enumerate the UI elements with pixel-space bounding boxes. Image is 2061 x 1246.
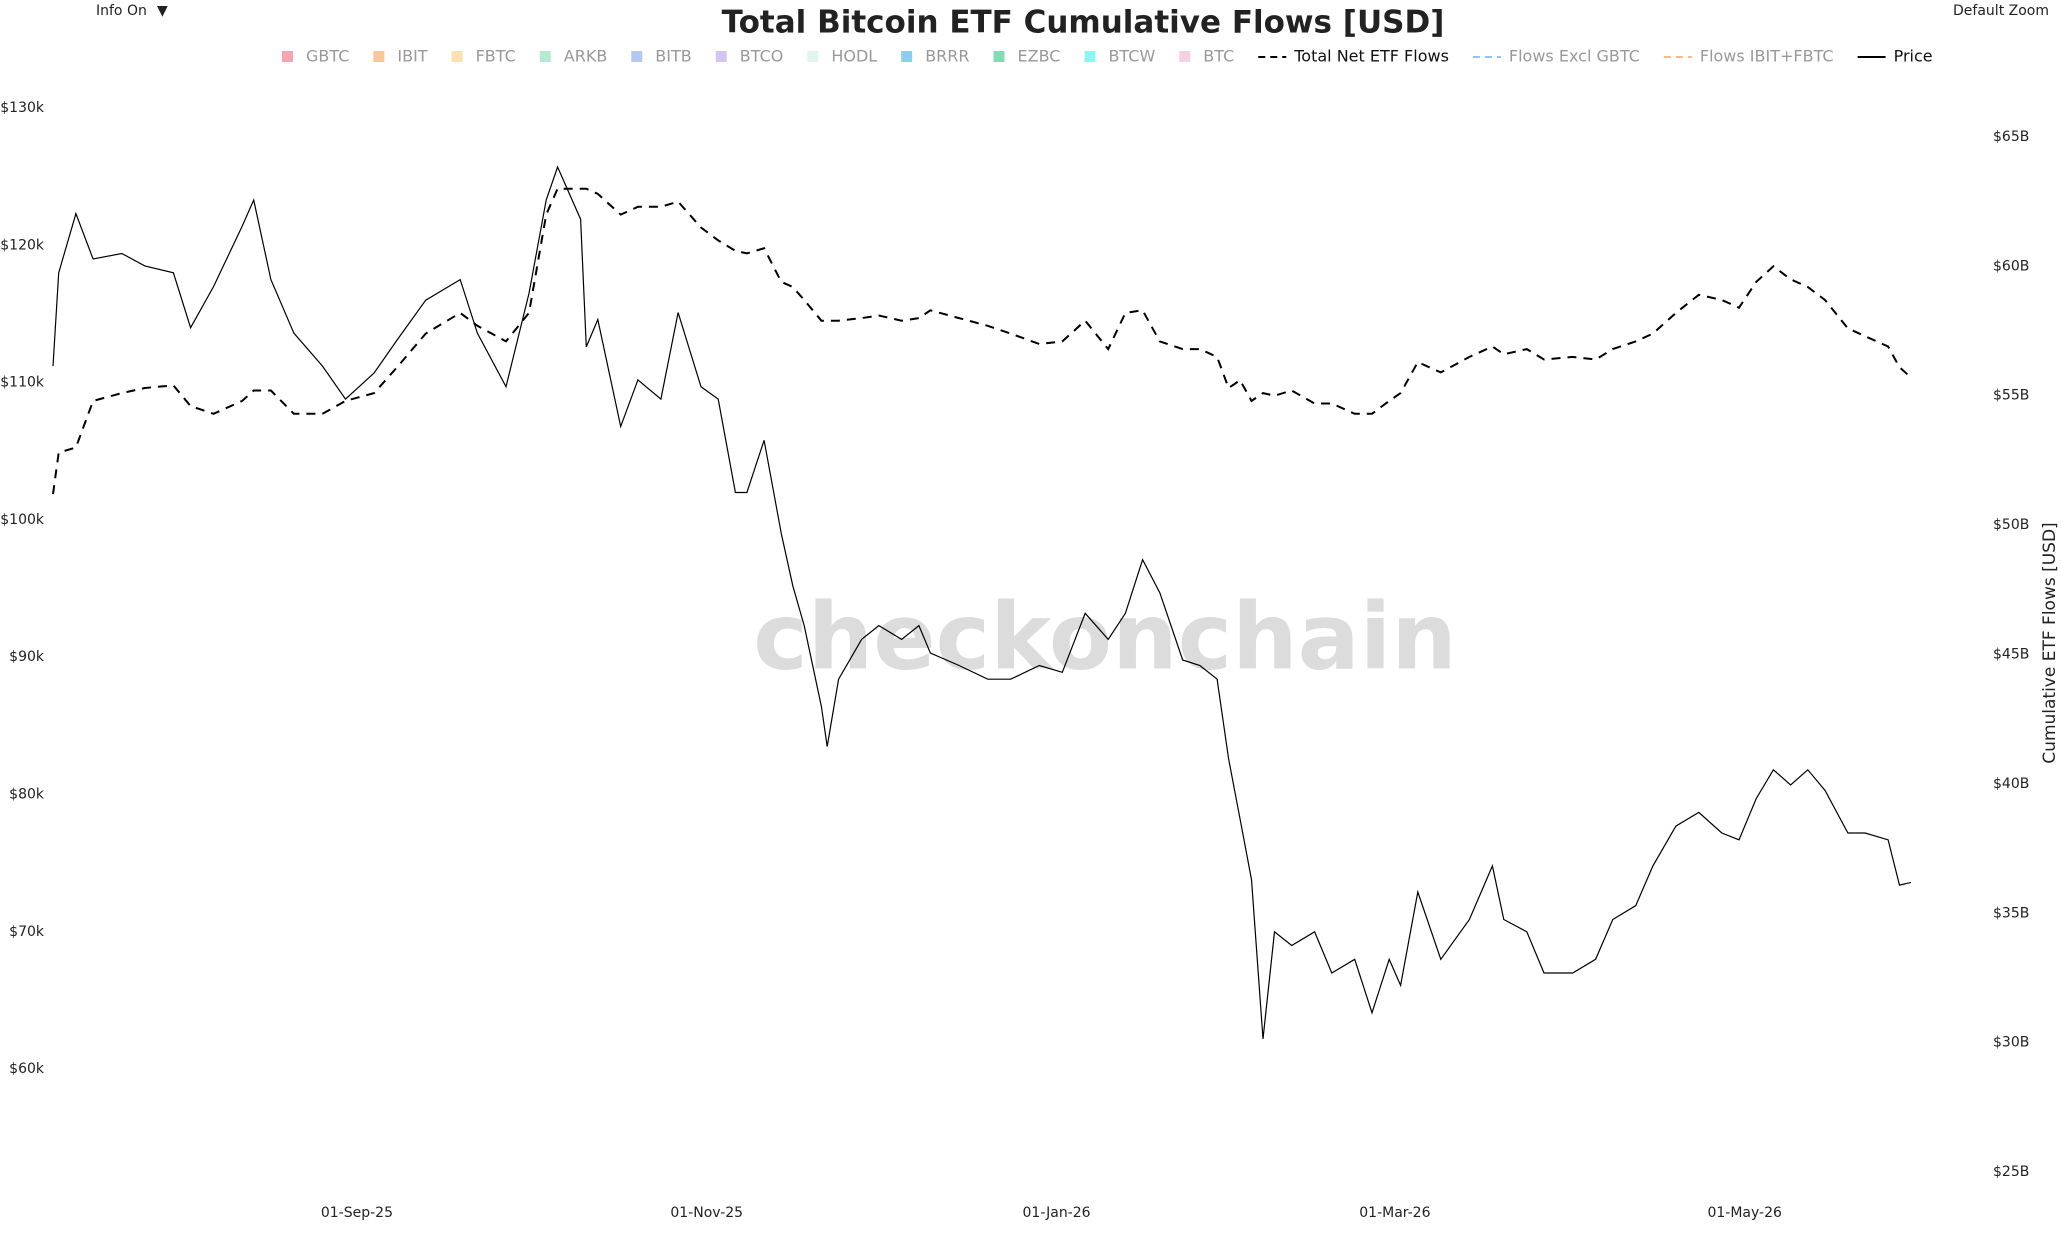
y-tick-label: $60k — [9, 1061, 45, 1077]
legend-label: ARKB — [564, 47, 608, 66]
y2-tick-label: $60B — [1993, 258, 2029, 274]
legend-item[interactable]: BTCW — [1084, 47, 1155, 66]
legend-swatch — [282, 51, 293, 62]
zoom-reset[interactable]: Default Zoom — [1953, 3, 2049, 19]
info-arrow[interactable]: ▼ — [157, 3, 168, 19]
price-line — [52, 165, 1912, 1039]
info-toggle[interactable]: Info On — [96, 3, 147, 19]
legend-item[interactable]: Flows IBIT+FBTC — [1663, 47, 1834, 66]
legend-item[interactable]: BTC — [1179, 47, 1234, 66]
y-tick-label: $70k — [9, 924, 45, 940]
y-tick-label: $110k — [0, 375, 45, 391]
x-tick-label: 01-May-26 — [1707, 1205, 1782, 1221]
legend-swatch — [373, 51, 385, 62]
legend-item[interactable]: EZBC — [993, 47, 1061, 66]
y2-tick-label: $55B — [1993, 388, 2029, 404]
legend-label: BTCO — [740, 47, 784, 66]
legend-label: GBTC — [306, 47, 349, 66]
legend-swatch — [807, 51, 819, 62]
legend: GBTC IBIT FBTC ARKB BITB BTCO HODL BRRR EZBC BTCW… — [282, 47, 1933, 66]
legend-label: BITB — [655, 47, 691, 66]
y-tick-label: $130k — [0, 100, 45, 116]
y-tick-label: $100k — [0, 512, 45, 528]
legend-swatch — [1084, 51, 1096, 62]
legend-swatch — [993, 51, 1005, 62]
y2-tick-label: $25B — [1993, 1164, 2029, 1180]
legend-item[interactable]: BRRR — [901, 47, 970, 66]
y2-tick-label: $35B — [1993, 905, 2029, 921]
y2-tick-label: $50B — [1993, 517, 2029, 533]
legend-label: HODL — [831, 47, 877, 66]
legend-swatch — [451, 51, 463, 62]
y-tick-label: $120k — [0, 237, 45, 253]
legend-label: IBIT — [397, 47, 427, 66]
legend-label: BTC — [1203, 47, 1234, 66]
legend-swatch — [631, 51, 643, 62]
legend-item[interactable]: BITB — [631, 47, 692, 66]
legend-item[interactable]: BTCO — [715, 47, 784, 66]
legend-swatch — [715, 51, 727, 62]
y2-tick-label: $65B — [1993, 129, 2029, 145]
legend-item[interactable]: FBTC — [451, 47, 516, 66]
x-tick-label: 01-Nov-25 — [670, 1205, 743, 1221]
legend-label: EZBC — [1018, 47, 1061, 66]
legend-label: Flows IBIT+FBTC — [1700, 47, 1834, 66]
x-tick-label: 01-Sep-25 — [321, 1205, 393, 1221]
y2-tick-label: $30B — [1993, 1035, 2029, 1051]
legend-item[interactable]: IBIT — [373, 47, 428, 66]
legend-swatch — [1179, 51, 1191, 62]
y-tick-label: $80k — [9, 787, 45, 803]
legend-label: BTCW — [1108, 47, 1155, 66]
legend-item[interactable]: GBTC — [282, 47, 349, 66]
y2-axis-title: Cumulative ETF Flows [USD] — [2040, 522, 2060, 763]
watermark: checkonchain — [753, 583, 1457, 690]
legend-item[interactable]: Total Net ETF Flows — [1258, 47, 1449, 66]
legend-label: Flows Excl GBTC — [1509, 47, 1640, 66]
legend-swatch — [901, 51, 913, 62]
legend-label: FBTC — [476, 47, 516, 66]
x-tick-label: 01-Jan-26 — [1023, 1205, 1091, 1221]
x-tick-label: 01-Mar-26 — [1359, 1205, 1430, 1221]
legend-swatch — [539, 51, 551, 62]
legend-item[interactable]: ARKB — [539, 47, 608, 66]
legend-item[interactable]: Price — [1857, 47, 1933, 66]
y2-tick-label: $45B — [1993, 646, 2029, 662]
legend-item[interactable]: Flows Excl GBTC — [1472, 47, 1640, 66]
y-tick-label: $90k — [9, 649, 45, 665]
chart-title: Total Bitcoin ETF Cumulative Flows [USD] — [722, 5, 1445, 41]
legend-label: BRRR — [925, 47, 969, 66]
legend-label: Total Net ETF Flows — [1293, 47, 1449, 66]
legend-label: Price — [1894, 47, 1933, 66]
legend-item[interactable]: HODL — [807, 47, 877, 66]
flows-line — [52, 187, 1912, 495]
y2-tick-label: $40B — [1993, 776, 2029, 792]
